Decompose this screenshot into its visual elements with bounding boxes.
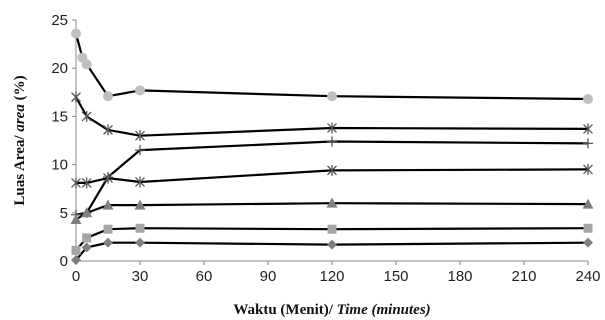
series-0-marker xyxy=(327,91,337,102)
series-2-marker xyxy=(135,145,145,156)
series-1-marker xyxy=(135,130,145,142)
x-axis-title: Waktu (Menit)/ Time (minutes) xyxy=(233,302,430,318)
series-3-marker xyxy=(327,164,337,176)
series-6-marker xyxy=(583,237,593,248)
y-axis-title: Luas Area/ area (%) xyxy=(12,75,28,205)
series-2-marker xyxy=(583,138,593,149)
series-6-marker xyxy=(103,237,113,248)
series-0-marker xyxy=(71,28,81,39)
series-5-marker xyxy=(583,223,593,233)
series-5-marker xyxy=(327,224,337,234)
x-tick-label: 0 xyxy=(72,268,80,285)
series-4-marker xyxy=(102,199,114,210)
series-3-line xyxy=(76,168,589,184)
y-tick-label: 25 xyxy=(51,12,68,29)
series-1-marker xyxy=(81,110,92,122)
series-3-marker xyxy=(71,177,81,189)
series-6-marker xyxy=(81,242,92,253)
x-tick-label: 150 xyxy=(383,268,408,285)
x-tick-label: 30 xyxy=(132,268,149,285)
series-6-marker xyxy=(71,255,81,266)
y-tick-label: 10 xyxy=(51,157,68,174)
series-5-marker xyxy=(82,233,92,243)
x-tick-label: 180 xyxy=(447,268,472,285)
y-tick-label: 0 xyxy=(60,253,68,270)
x-tick-label: 240 xyxy=(575,268,600,285)
series-1-marker xyxy=(71,91,81,103)
series-1-marker xyxy=(327,122,337,134)
series-6-marker xyxy=(327,239,337,250)
series-0-marker xyxy=(81,59,92,70)
series-5-marker xyxy=(71,245,81,255)
x-tick-label: 120 xyxy=(319,268,344,285)
series-1-line xyxy=(75,96,589,137)
series-5-marker xyxy=(135,223,145,233)
x-tick-label: 60 xyxy=(196,268,213,285)
tick-labels: 0 5 10 15 20 25 0 30 60 90 120 150 180 210 240 xyxy=(51,12,600,285)
y-tick-label: 5 xyxy=(60,205,68,222)
x-tick-label: 210 xyxy=(511,268,536,285)
series-3-marker xyxy=(81,177,92,189)
series-2-marker xyxy=(327,136,337,147)
series-4-marker xyxy=(582,198,594,209)
series-6-marker xyxy=(135,237,145,248)
series-0-marker xyxy=(103,91,113,102)
series-1-marker xyxy=(583,123,593,135)
series-0-marker xyxy=(135,85,145,96)
y-tick-label: 15 xyxy=(51,108,68,125)
series-0-marker xyxy=(583,94,593,105)
series-1-marker xyxy=(103,124,113,136)
y-tick-label: 20 xyxy=(51,60,68,77)
series-3-marker xyxy=(135,176,145,188)
series-4-marker xyxy=(81,207,93,218)
x-tick-label: 90 xyxy=(260,268,277,285)
series-4-marker xyxy=(70,214,82,225)
series-markers xyxy=(70,28,594,266)
series-5-marker xyxy=(103,224,113,234)
series-4-marker xyxy=(134,199,146,210)
series-3-marker xyxy=(103,172,113,184)
series-0-line xyxy=(74,33,589,101)
series-4-marker xyxy=(326,197,338,208)
series-3-marker xyxy=(583,163,593,175)
